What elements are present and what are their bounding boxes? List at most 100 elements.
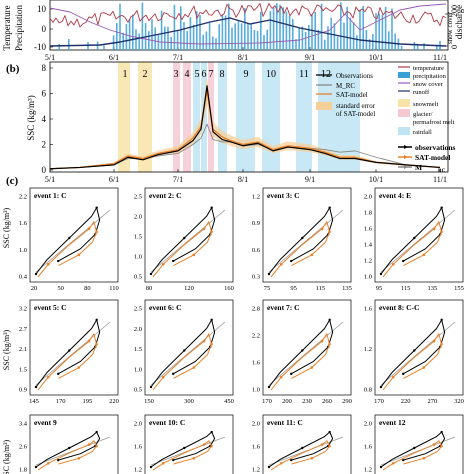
panel-c-ylabel-row2: SSC (kg/m³) <box>2 329 11 370</box>
event-xtick-7: 200 <box>282 398 292 405</box>
legend-a-text: precipitation <box>413 73 447 80</box>
precip-bar <box>333 23 336 50</box>
panel-b-xtick-label: 6/1 <box>109 175 119 184</box>
legend-b-text-source: glacier/ <box>413 111 433 118</box>
event-ytick-3: 0.3 <box>252 274 260 281</box>
mrc-line-1 <box>35 209 111 273</box>
precip-bar <box>272 7 275 50</box>
sat-point <box>320 443 324 446</box>
sat-point <box>202 227 206 231</box>
panel-c-ylabel-row3: SSC (kg/m³) <box>2 439 11 474</box>
sat-point <box>422 366 426 369</box>
event-ytick-12: 2.0 <box>364 421 372 428</box>
panel-a-xtick-label: 7/1 <box>173 53 183 62</box>
precip-bar <box>381 14 384 51</box>
precip-bar <box>423 43 425 50</box>
event-ytick-5: 0.9 <box>19 387 27 394</box>
event-panel-1 <box>29 187 119 283</box>
event-xtick-8: 270 <box>427 398 437 405</box>
panel-b-label: (b) <box>6 63 20 75</box>
sat-point <box>279 263 283 266</box>
event-label-6: 6 <box>202 69 207 80</box>
obs-point <box>183 446 186 450</box>
event-label-2: 2 <box>143 69 148 80</box>
panel-b-xtick-label: 11/1 <box>433 175 447 184</box>
event-xtick-2: 160 <box>224 285 234 292</box>
precip-bar <box>295 39 297 50</box>
precip-bar <box>244 8 246 50</box>
ssc-line-satmodel <box>49 90 441 170</box>
sat-point <box>202 443 206 446</box>
obs-point <box>402 458 405 462</box>
event-ytick-1: 1.0 <box>19 247 27 254</box>
obs-point <box>267 385 271 389</box>
obs-point <box>95 318 98 322</box>
event-panel-4 <box>374 187 464 283</box>
event-shade-3 <box>173 62 180 172</box>
sat-point <box>210 444 213 448</box>
legend-b-swatch-se <box>316 102 332 110</box>
sat-loop-10 <box>152 440 213 471</box>
precip-bar <box>103 45 105 50</box>
precip-bar <box>247 22 249 50</box>
sat-point <box>161 462 165 465</box>
panel-b-ytick-label: 2 <box>42 140 47 150</box>
event-xtick-3: 135 <box>342 285 352 292</box>
obs-point <box>440 318 443 322</box>
event-ytick-2: 1.0 <box>134 254 142 261</box>
event-title-7: event 7: C <box>267 303 300 312</box>
precip-bar <box>87 42 89 50</box>
event-ytick-4: 1.6 <box>364 226 373 233</box>
event-ytick-4: 1.2 <box>364 258 372 265</box>
event-ytick-1: 0.4 <box>19 274 28 281</box>
obs-point <box>379 465 383 469</box>
obs-point <box>402 259 405 263</box>
event-xtick-8: 220 <box>401 398 411 405</box>
obs-point <box>172 259 175 263</box>
event-xtick-3: 95 <box>290 285 297 292</box>
precip-bar <box>96 41 99 50</box>
precip-bar <box>237 21 240 50</box>
event-ytick-5: 1.5 <box>19 366 27 373</box>
sat-point <box>328 444 331 448</box>
obs-point <box>149 465 153 469</box>
precip-bar <box>391 8 393 50</box>
sat-point <box>440 230 443 234</box>
precip-bar <box>324 39 326 50</box>
panel-a-xtick-label: 8/1 <box>238 53 248 62</box>
event-ytick-12: 1.6 <box>364 444 373 451</box>
sat-point <box>432 443 436 446</box>
panel-b-frame <box>49 61 449 173</box>
legend-b-swatch-source <box>398 99 410 107</box>
obs-point <box>172 458 175 462</box>
precip-bar <box>167 26 169 50</box>
event-xtick-5: 220 <box>109 398 119 405</box>
event-label-8: 8 <box>220 69 225 80</box>
sat-point <box>391 462 395 465</box>
panel-b-xtick-label: 9/1 <box>305 175 315 184</box>
precip-bar <box>231 27 233 50</box>
obs-point <box>95 430 98 434</box>
sat-point <box>210 230 213 234</box>
panel-a-frame <box>49 0 449 51</box>
precip-bar <box>276 3 278 50</box>
event-xtick-6: 150 <box>144 398 154 405</box>
obs-point <box>413 446 416 450</box>
precip-bar <box>148 31 150 50</box>
mrc-line-8 <box>380 321 456 386</box>
precip-bar <box>119 3 121 51</box>
event-xtick-3: 75 <box>264 285 271 292</box>
event-title-3: event 3: C <box>267 191 300 200</box>
precip-bar <box>356 35 358 50</box>
obs-point <box>68 446 71 450</box>
precip-bar <box>436 44 438 50</box>
precip-bar <box>180 6 182 50</box>
obs-point <box>34 465 38 469</box>
event-xtick-5: 195 <box>82 398 92 405</box>
legend-b-text-source: rainfall <box>413 129 432 136</box>
precip-bar <box>170 36 172 50</box>
sat-point <box>310 253 314 257</box>
panel-b-ytick-label: 0 <box>42 165 47 175</box>
event-title-10: event 10: C <box>149 418 185 427</box>
event-shade-8 <box>218 62 227 172</box>
